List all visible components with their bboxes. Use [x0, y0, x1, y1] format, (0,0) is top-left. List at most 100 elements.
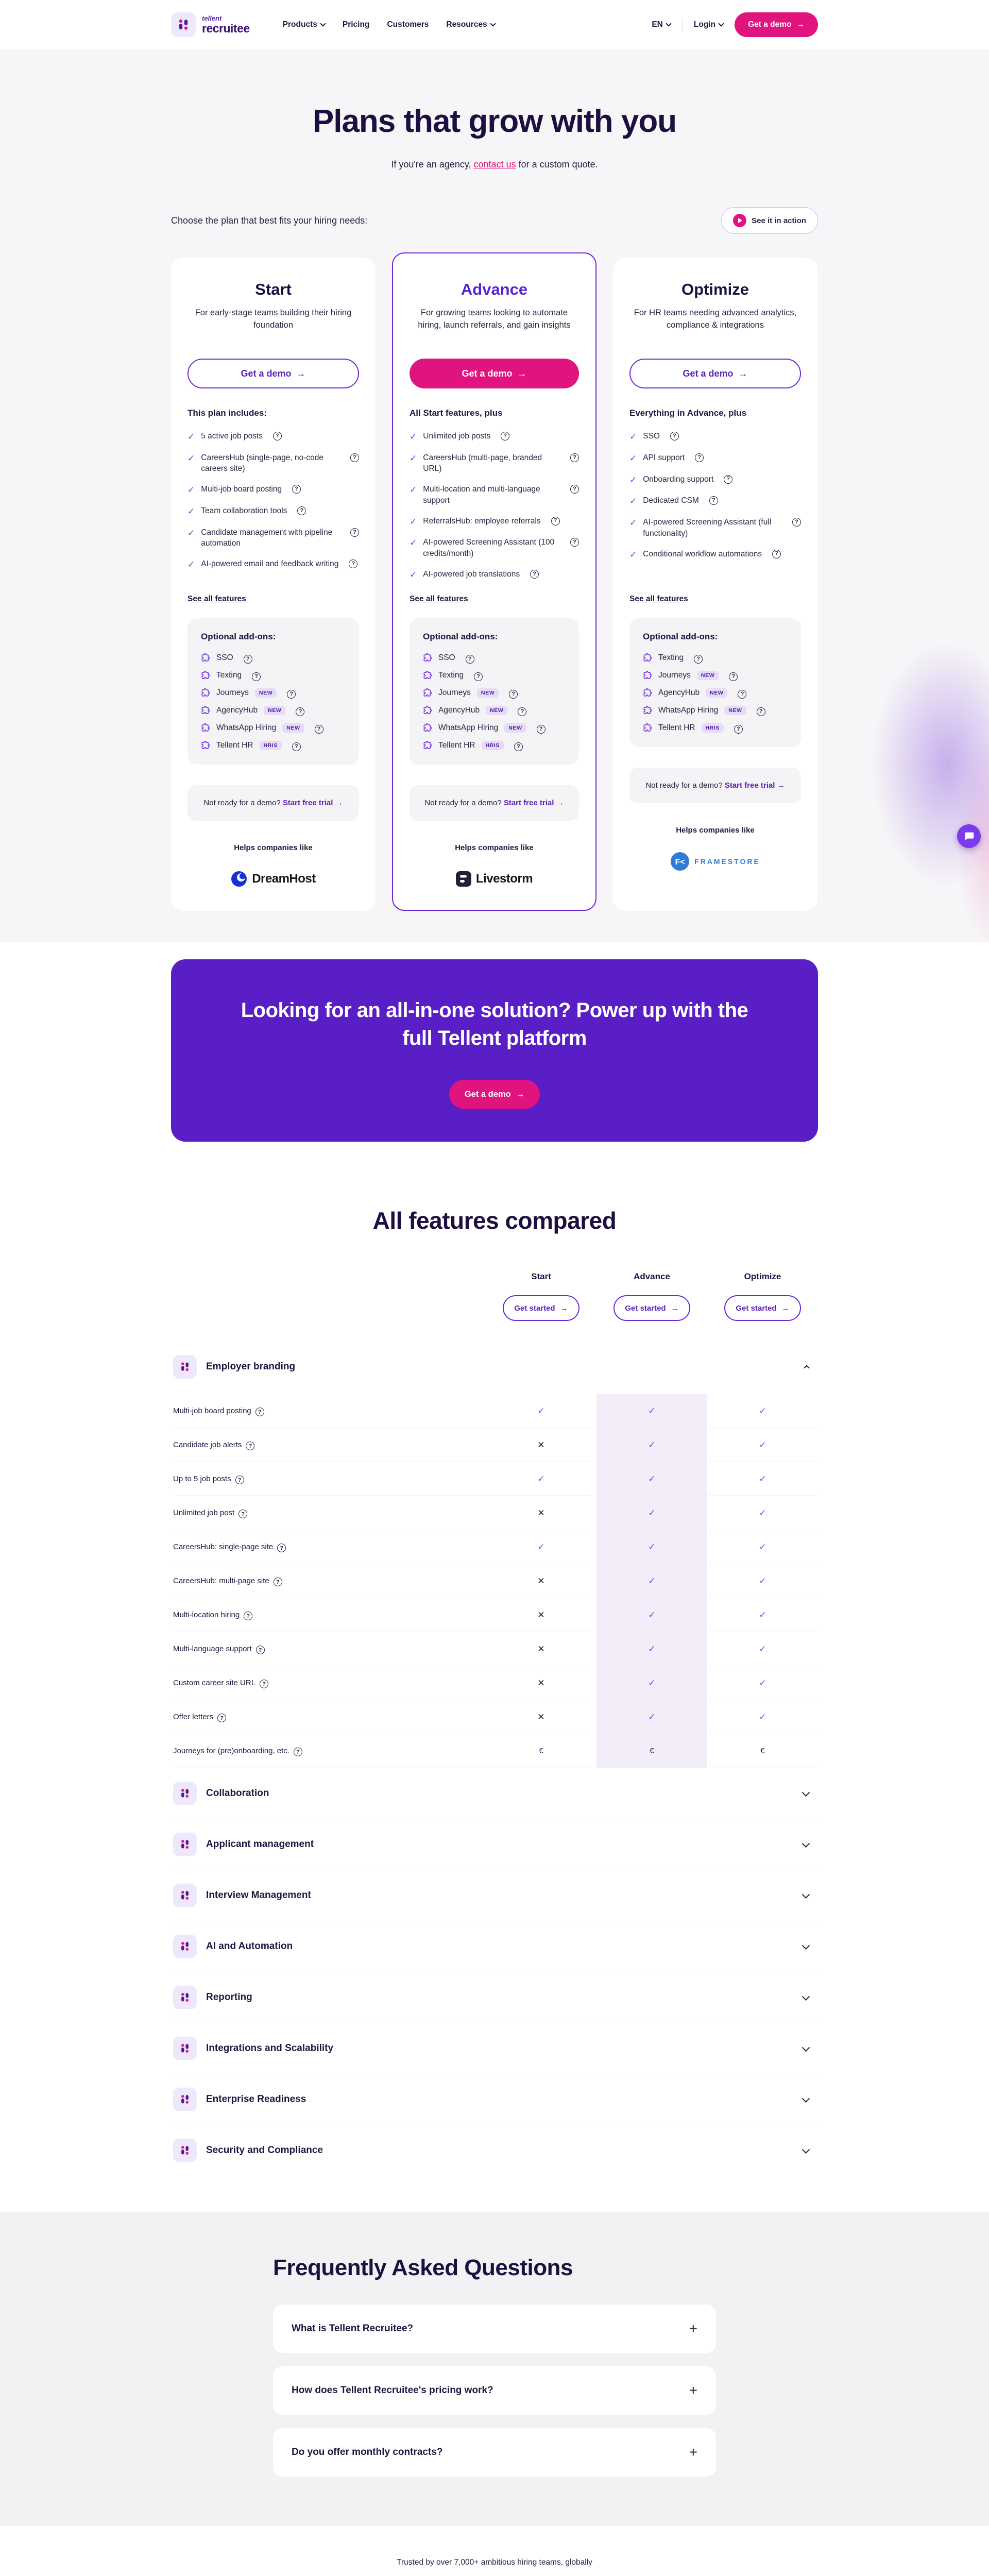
feature-value-optimize: ✓ [707, 1496, 818, 1530]
chat-widget-button[interactable] [957, 824, 981, 848]
tellent-logo-icon [173, 1986, 197, 2009]
info-icon[interactable]: ? [238, 1510, 248, 1518]
info-icon[interactable]: ? [349, 560, 358, 569]
info-icon[interactable]: ? [260, 1680, 269, 1688]
info-icon[interactable]: ? [350, 528, 359, 537]
faq-item[interactable]: What is Tellent Recruitee? + [273, 2304, 716, 2353]
nav-item-customers[interactable]: Customers [387, 20, 429, 29]
info-icon[interactable]: ? [252, 672, 261, 681]
chevron-up-icon [804, 1365, 810, 1371]
feature-section-security-and-compliance[interactable]: Security and Compliance [171, 2125, 818, 2176]
info-icon[interactable]: ? [350, 453, 359, 462]
info-icon[interactable]: ? [474, 672, 483, 681]
info-icon[interactable]: ? [772, 549, 781, 558]
platform-banner: Looking for an all-in-one solution? Powe… [171, 959, 818, 1142]
feature-value-advance: ✓ [596, 1598, 707, 1632]
info-icon[interactable]: ? [738, 689, 747, 699]
info-icon[interactable]: ? [292, 485, 301, 494]
faq-item[interactable]: How does Tellent Recruitee's pricing wor… [273, 2366, 716, 2415]
info-icon[interactable]: ? [518, 707, 527, 716]
info-icon[interactable]: ? [296, 707, 305, 716]
feature-name: Unlimited job post? [171, 1496, 486, 1530]
info-icon[interactable]: ? [724, 474, 733, 484]
info-icon[interactable]: ? [570, 485, 579, 494]
info-icon[interactable]: ? [551, 516, 560, 526]
get-started-button-start[interactable]: Get started → [503, 1295, 579, 1321]
check-icon: ✓ [410, 453, 417, 463]
info-icon[interactable]: ? [287, 689, 296, 699]
info-icon[interactable]: ? [255, 1408, 264, 1416]
info-icon[interactable]: ? [514, 742, 523, 751]
info-icon[interactable]: ? [734, 724, 743, 734]
feature-row: Custom career site URL? ✕ ✓ ✓ [171, 1666, 818, 1700]
info-icon[interactable]: ? [297, 506, 306, 515]
feature-section-applicant-management[interactable]: Applicant management [171, 1819, 818, 1870]
info-icon[interactable]: ? [273, 1578, 282, 1586]
info-icon[interactable]: ? [293, 1748, 302, 1756]
nav-item-resources[interactable]: Resources [446, 20, 496, 29]
info-icon[interactable]: ? [695, 453, 704, 462]
login-link[interactable]: Login [694, 20, 724, 29]
feature-section-ai-and-automation[interactable]: AI and Automation [171, 1921, 818, 1972]
see-all-features-link[interactable]: See all features [187, 595, 246, 603]
see-all-features-link[interactable]: See all features [629, 595, 688, 603]
info-icon[interactable]: ? [509, 689, 518, 699]
info-icon[interactable]: ? [694, 654, 703, 664]
info-icon[interactable]: ? [235, 1476, 244, 1484]
nav-item-products[interactable]: Products [283, 20, 326, 29]
info-icon[interactable]: ? [530, 569, 539, 579]
feature-section-integrations-and-scalability[interactable]: Integrations and Scalability [171, 2023, 818, 2074]
info-icon[interactable]: ? [536, 724, 545, 734]
feature-value-start: ✕ [486, 1496, 596, 1530]
feature-row: CareersHub: single-page site? ✓ ✓ ✓ [171, 1530, 818, 1564]
info-icon[interactable]: ? [670, 432, 679, 440]
get-started-button-advance[interactable]: Get started → [613, 1295, 690, 1321]
info-icon[interactable]: ? [246, 1442, 255, 1450]
get-started-button-optimize[interactable]: Get started → [724, 1295, 801, 1321]
start-free-trial-link[interactable]: Start free trial → [503, 799, 564, 807]
get-demo-button-optimize[interactable]: Get a demo → [629, 359, 801, 388]
nav-item-pricing[interactable]: Pricing [342, 20, 370, 29]
info-icon[interactable]: ? [501, 432, 510, 440]
locale-switcher[interactable]: EN [652, 20, 672, 29]
see-all-features-link[interactable]: See all features [410, 595, 468, 603]
see-it-in-action-button[interactable]: See it in action [721, 207, 818, 234]
info-icon[interactable]: ? [255, 1646, 265, 1654]
info-icon[interactable]: ? [756, 707, 765, 716]
info-icon[interactable]: ? [273, 432, 282, 440]
get-demo-button-banner[interactable]: Get a demo → [449, 1080, 540, 1109]
feature-row: Multi-job board posting? ✓ ✓ ✓ [171, 1394, 818, 1428]
info-icon[interactable]: ? [243, 654, 252, 664]
plan-includes-label: This plan includes: [187, 408, 267, 418]
feature-section-employer-branding[interactable]: Employer branding [171, 1342, 818, 1392]
info-icon[interactable]: ? [792, 518, 801, 527]
info-icon[interactable]: ? [729, 672, 738, 681]
feature-section-reporting[interactable]: Reporting [171, 1972, 818, 2023]
puzzle-icon [423, 741, 432, 750]
feature-section-collaboration[interactable]: Collaboration [171, 1768, 818, 1819]
info-icon[interactable]: ? [244, 1612, 253, 1620]
get-demo-button-start[interactable]: Get a demo → [187, 359, 359, 388]
info-icon[interactable]: ? [277, 1544, 286, 1552]
brand-logo[interactable]: tellent recruitee [171, 12, 250, 37]
info-icon[interactable]: ? [217, 1714, 227, 1722]
start-free-trial-link[interactable]: Start free trial → [724, 781, 785, 790]
info-icon[interactable]: ? [292, 742, 301, 751]
get-demo-button-advance[interactable]: Get a demo → [410, 359, 579, 388]
faq-item[interactable]: Do you offer monthly contracts? + [273, 2428, 716, 2477]
plan-feature-list: ✓ SSO? ✓ API support? ✓ Onboarding support? ✓ D… [629, 431, 801, 589]
info-icon[interactable]: ? [709, 496, 718, 505]
info-icon[interactable]: ? [570, 538, 579, 547]
feature-section-interview-management[interactable]: Interview Management [171, 1870, 818, 1921]
feature-section-enterprise-readiness[interactable]: Enterprise Readiness [171, 2074, 818, 2125]
plan-feature: ✓ Candidate management with pipeline auto… [187, 527, 359, 549]
info-icon[interactable]: ? [570, 453, 579, 462]
start-free-trial-link[interactable]: Start free trial → [282, 799, 343, 807]
feature-value-start: ✓ [486, 1462, 596, 1496]
get-demo-button-header[interactable]: Get a demo → [735, 12, 818, 37]
contact-us-link[interactable]: contact us [473, 159, 516, 170]
info-icon[interactable]: ? [465, 654, 474, 664]
check-icon: ✓ [648, 1473, 656, 1484]
plan-feature: ✓ Onboarding support? [629, 474, 801, 486]
info-icon[interactable]: ? [314, 724, 323, 734]
